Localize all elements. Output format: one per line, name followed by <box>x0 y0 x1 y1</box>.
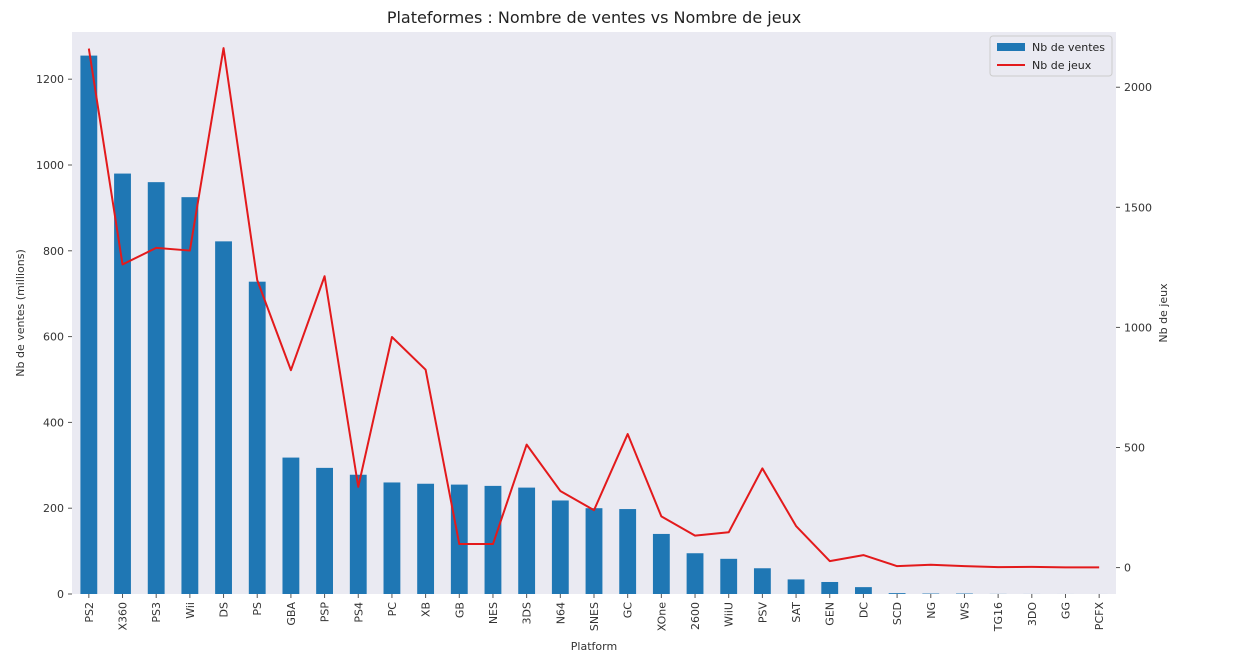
bar-SNES <box>585 508 603 594</box>
y2-tick-label: 500 <box>1124 441 1145 454</box>
x-axis: PS2 X360 PS3 Wii DS PS GBA PSP PS4 PC XB GB NES 3DS N6… <box>83 594 1106 632</box>
y-tick-label: 1000 <box>36 159 64 172</box>
plot-background <box>72 32 1116 594</box>
bar-N64 <box>551 500 569 594</box>
y-tick-label: 400 <box>43 416 64 429</box>
x-tick-label-2600: 2600 <box>689 602 702 630</box>
y2-tick-label: 1000 <box>1124 321 1152 334</box>
left-axis: 0 200 400 600 800 1000 1200 <box>36 73 72 601</box>
y2-tick-label: 1500 <box>1124 201 1152 214</box>
y-tick-label: 0 <box>57 588 64 601</box>
bar-PC <box>383 482 401 594</box>
x-tick-label-GB: GB <box>453 602 466 618</box>
x-tick-label-PSV: PSV <box>756 602 769 624</box>
y2-axis-label: Nb de jeux <box>1157 283 1170 343</box>
x-tick-label-WiiU: WiiU <box>723 602 736 627</box>
x-tick-label-DC: DC <box>857 602 870 618</box>
y-tick-label: 200 <box>43 502 64 515</box>
line-series <box>87 47 1100 569</box>
x-tick-label-GG: GG <box>1059 602 1072 619</box>
x-tick-label-DS: DS <box>218 602 231 617</box>
bar-PSV <box>753 568 771 594</box>
y-tick-label: 1200 <box>36 73 64 86</box>
x-tick-label-GC: GC <box>622 602 635 619</box>
legend-swatch-bar <box>997 43 1025 51</box>
bar-3DS <box>518 487 536 594</box>
y2-tick-label: 0 <box>1124 562 1131 575</box>
x-tick-label-PS2: PS2 <box>83 602 96 623</box>
x-axis-label: Platform <box>571 640 617 653</box>
bar-XB <box>417 483 435 594</box>
bar-SAT <box>787 579 805 594</box>
x-tick-label-PSP: PSP <box>319 602 332 623</box>
y2-tick-label: 2000 <box>1124 81 1152 94</box>
x-tick-label-X360: X360 <box>117 602 130 631</box>
x-tick-label-NES: NES <box>487 602 500 624</box>
bar-SCD <box>888 593 906 594</box>
x-tick-label-Wii: Wii <box>184 602 197 619</box>
bar-PS <box>248 281 266 594</box>
bar-PS3 <box>147 182 165 595</box>
x-tick-label-WS: WS <box>958 602 971 620</box>
x-tick-label-XOne: XOne <box>655 602 668 631</box>
bar-DC <box>855 587 872 594</box>
x-tick-label-TG16: TG16 <box>992 602 1005 632</box>
bar-GC <box>619 509 637 594</box>
right-axis: 0 500 1000 1500 2000 <box>1116 81 1152 575</box>
x-tick-label-NG: NG <box>925 602 938 619</box>
x-tick-label-GBA: GBA <box>285 602 298 626</box>
bar-GBA <box>282 457 300 594</box>
x-tick-label-N64: N64 <box>554 602 567 624</box>
bar-X360 <box>114 173 131 595</box>
y-axis-label: Nb de ventes (millions) <box>14 249 27 376</box>
bar-PS2 <box>80 55 98 595</box>
legend-label-bar: Nb de ventes <box>1032 41 1105 54</box>
x-tick-label-SNES: SNES <box>588 602 601 631</box>
x-tick-label-PS3: PS3 <box>150 602 163 623</box>
bar-Wii <box>181 197 199 594</box>
x-tick-label-PCFX: PCFX <box>1093 602 1106 631</box>
bar-PSP <box>316 467 333 594</box>
bar-PS4 <box>349 474 367 594</box>
bar-series <box>80 55 1108 595</box>
x-tick-label-PS: PS <box>251 602 264 616</box>
bar-WiiU <box>720 558 738 594</box>
x-tick-label-3DO: 3DO <box>1026 602 1039 626</box>
x-tick-label-SAT: SAT <box>790 602 803 623</box>
bar-NES <box>484 485 502 594</box>
bar-DS <box>215 241 232 595</box>
bar-GEN <box>821 581 839 594</box>
x-tick-label-XB: XB <box>420 602 433 617</box>
x-tick-label-SCD: SCD <box>891 602 904 625</box>
x-tick-label-PS4: PS4 <box>352 602 365 623</box>
bar-XOne <box>652 533 670 594</box>
chart-title: Plateformes : Nombre de ventes vs Nombre… <box>387 8 801 27</box>
x-tick-label-GEN: GEN <box>824 602 837 626</box>
bar-2600 <box>686 553 704 594</box>
y-tick-label: 800 <box>43 245 64 258</box>
y-tick-label: 600 <box>43 331 64 344</box>
x-tick-label-3DS: 3DS <box>521 602 534 624</box>
x-tick-label-PC: PC <box>386 602 399 617</box>
legend: Nb de ventes Nb de jeux <box>989 35 1113 77</box>
legend-label-line: Nb de jeux <box>1032 59 1092 72</box>
